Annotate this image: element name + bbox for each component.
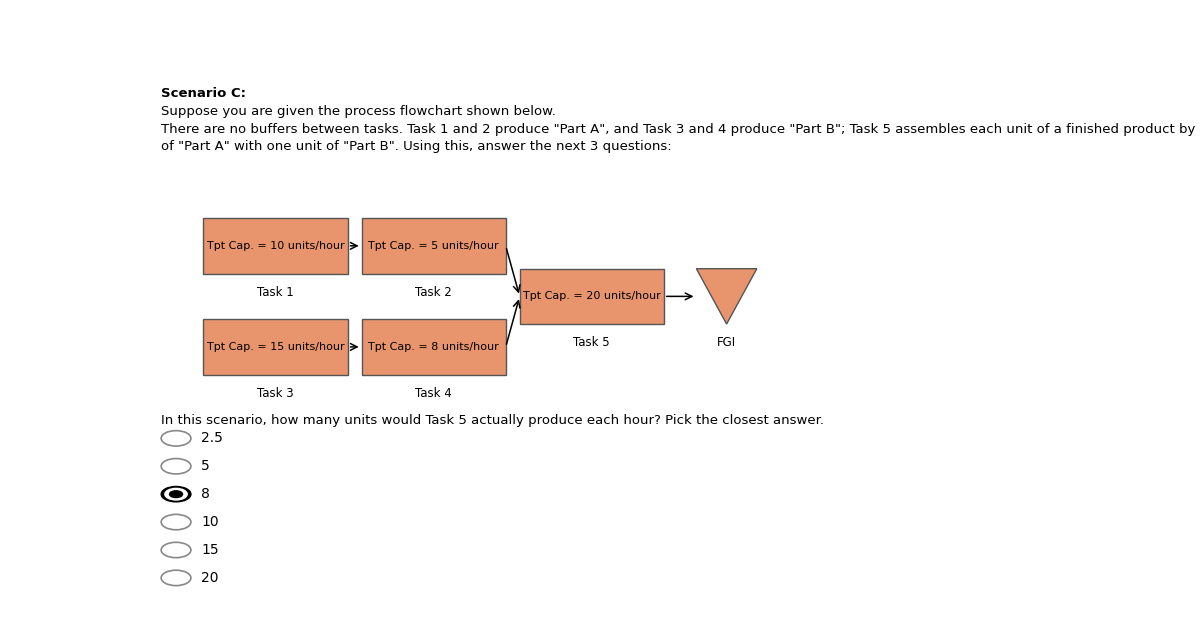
Circle shape (169, 491, 182, 498)
Circle shape (164, 488, 187, 500)
FancyBboxPatch shape (204, 218, 348, 274)
Text: Task 1: Task 1 (257, 286, 294, 299)
Text: Tpt Cap. = 15 units/hour: Tpt Cap. = 15 units/hour (206, 342, 344, 352)
Text: FGI: FGI (718, 336, 736, 349)
Text: Task 4: Task 4 (415, 387, 452, 399)
Text: In this scenario, how many units would Task 5 actually produce each hour? Pick t: In this scenario, how many units would T… (161, 414, 824, 428)
Text: 8: 8 (202, 487, 210, 501)
Text: Tpt Cap. = 5 units/hour: Tpt Cap. = 5 units/hour (368, 241, 499, 251)
Polygon shape (696, 269, 757, 324)
Text: There are no buffers between tasks. Task 1 and 2 produce "Part A", and Task 3 an: There are no buffers between tasks. Task… (161, 122, 1200, 136)
Text: 20: 20 (202, 571, 218, 585)
Text: Task 5: Task 5 (574, 336, 610, 349)
Text: Scenario C:: Scenario C: (161, 87, 246, 100)
FancyBboxPatch shape (361, 218, 505, 274)
Text: Task 2: Task 2 (415, 286, 452, 299)
Text: of "Part A" with one unit of "Part B". Using this, answer the next 3 questions:: of "Part A" with one unit of "Part B". U… (161, 141, 672, 154)
Text: 5: 5 (202, 459, 210, 473)
FancyBboxPatch shape (204, 319, 348, 374)
Text: Tpt Cap. = 8 units/hour: Tpt Cap. = 8 units/hour (368, 342, 499, 352)
Text: Tpt Cap. = 10 units/hour: Tpt Cap. = 10 units/hour (206, 241, 344, 251)
Text: 10: 10 (202, 515, 218, 529)
Text: Task 3: Task 3 (257, 387, 294, 399)
Text: 15: 15 (202, 543, 218, 557)
FancyBboxPatch shape (361, 319, 505, 374)
Text: 2.5: 2.5 (202, 431, 223, 446)
Circle shape (161, 486, 191, 502)
Text: Suppose you are given the process flowchart shown below.: Suppose you are given the process flowch… (161, 105, 556, 118)
FancyBboxPatch shape (520, 269, 664, 324)
Text: Tpt Cap. = 20 units/hour: Tpt Cap. = 20 units/hour (523, 291, 661, 301)
